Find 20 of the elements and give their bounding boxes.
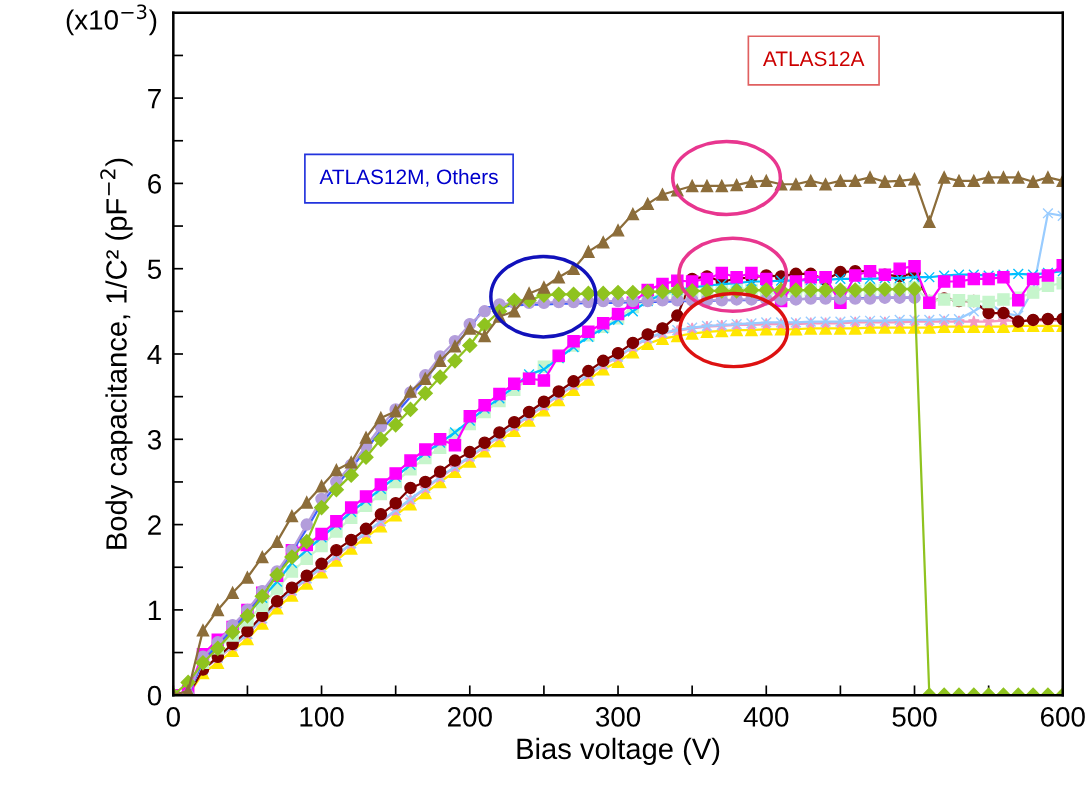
y-axis-title: Body capacitance, 1/C² (pF$^{−2}$) bbox=[100, 158, 133, 549]
y-tick-label: 5 bbox=[147, 259, 162, 280]
y-tick-label: 7 bbox=[148, 89, 161, 109]
x-axis-title: Bias voltage (V) bbox=[517, 737, 720, 765]
y-tick-label: 4 bbox=[147, 344, 162, 365]
x-tick-label: 600 bbox=[1040, 707, 1085, 727]
x-tick-label: 200 bbox=[448, 707, 492, 727]
x-tick-label: 500 bbox=[892, 707, 937, 727]
x-tick-label: 300 bbox=[595, 707, 641, 727]
y-tick-label: 2 bbox=[148, 515, 161, 535]
x-tick-label: 400 bbox=[743, 707, 789, 727]
annotation: ATLAS12M, Others bbox=[319, 168, 498, 187]
y-tick-label: 1 bbox=[148, 600, 161, 620]
y-tick-label: 0 bbox=[147, 685, 162, 706]
x-tick-label: 0 bbox=[166, 707, 180, 727]
y-tick-label: 3 bbox=[147, 429, 161, 450]
annotation: ATLAS12A bbox=[762, 51, 865, 67]
text: (x10$^{−3}$) bbox=[66, 4, 157, 36]
x-tick-label: 100 bbox=[300, 707, 344, 727]
y-tick-label: 6 bbox=[148, 174, 161, 194]
